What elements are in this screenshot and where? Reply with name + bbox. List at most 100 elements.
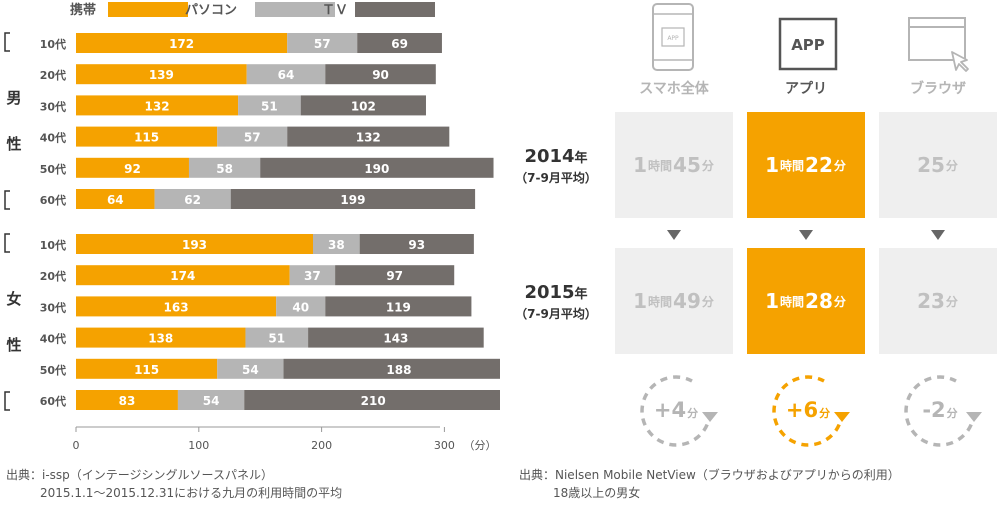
hour-unit: 時間 bbox=[648, 294, 673, 309]
column-header-smartphone: スマホ全体 bbox=[639, 81, 709, 97]
bar-value-label: 58 bbox=[216, 162, 233, 176]
bar-segment bbox=[359, 234, 474, 254]
delta-value: -2 bbox=[922, 398, 946, 422]
year-label-2014: 2014年 （7-9月平均） bbox=[500, 146, 612, 186]
hour-value: 1 bbox=[765, 153, 780, 177]
bar-value-label: 190 bbox=[364, 162, 389, 176]
minute-value: 23 bbox=[917, 289, 945, 313]
cell-2014-browser: 25 分 bbox=[879, 112, 997, 218]
minute-unit: 分 bbox=[833, 158, 846, 173]
year-unit: 年 bbox=[574, 151, 588, 166]
bar-value-label: 115 bbox=[134, 363, 159, 377]
hour-value: 1 bbox=[633, 153, 648, 177]
clockwise-arrow-icon bbox=[640, 375, 718, 447]
category-label: 30代 bbox=[40, 300, 66, 314]
minute-unit: 分 bbox=[701, 294, 714, 309]
x-tick-label: 300 bbox=[434, 439, 455, 452]
year-value: 2015 bbox=[524, 282, 575, 303]
bracket-icon bbox=[4, 391, 10, 411]
delta-browser: -2 分 bbox=[902, 372, 986, 456]
bar-segment bbox=[76, 189, 155, 209]
left-source-line2: 2015.1.1〜2015.12.31における九月の利用時間の平均 bbox=[40, 486, 343, 500]
clockwise-arrow-icon bbox=[904, 375, 982, 447]
bar-value-label: 102 bbox=[351, 99, 376, 113]
bar-value-label: 174 bbox=[170, 269, 195, 283]
stacked-bar-chart: 携帯 パソコン ＴＶ 10代 172 57 69 20代 139 64 90 30代 132 51 102 4… bbox=[4, 2, 500, 452]
cell-2015-browser: 23 分 bbox=[879, 248, 997, 354]
group-label: 女 bbox=[6, 290, 21, 308]
minute-value: 22 bbox=[805, 153, 833, 177]
bar-segment bbox=[217, 126, 288, 147]
bar-segment bbox=[76, 358, 218, 379]
legend-label: 携帯 bbox=[70, 2, 96, 18]
bar-value-label: 90 bbox=[372, 68, 389, 82]
down-arrow-icon bbox=[667, 230, 681, 240]
bar-segment bbox=[244, 390, 500, 410]
x-tick-label: 0 bbox=[73, 439, 80, 452]
bar-segment bbox=[76, 296, 277, 317]
year-unit: 年 bbox=[574, 287, 588, 302]
group-label: 男 bbox=[6, 89, 21, 107]
delta-value: +4 bbox=[653, 398, 687, 422]
bar-value-label: 143 bbox=[383, 332, 408, 346]
minute-unit: 分 bbox=[945, 294, 958, 309]
bar-segment bbox=[260, 157, 494, 178]
category-label: 20代 bbox=[40, 269, 66, 283]
x-unit-label: （分） bbox=[464, 439, 497, 452]
category-label: 20代 bbox=[40, 68, 66, 82]
delta-smartphone: +4 分 bbox=[638, 372, 722, 456]
bar-segment bbox=[287, 33, 358, 53]
hour-value: 1 bbox=[633, 289, 648, 313]
bar-segment bbox=[276, 296, 326, 317]
hour-unit: 時間 bbox=[780, 158, 805, 173]
bar-value-label: 54 bbox=[203, 394, 220, 408]
bar-value-label: 115 bbox=[134, 131, 159, 145]
bar-value-label: 57 bbox=[314, 37, 331, 51]
app-icon: APP bbox=[778, 17, 838, 71]
bar-value-label: 93 bbox=[408, 238, 425, 252]
browser-icon bbox=[908, 17, 969, 72]
hour-unit: 時間 bbox=[648, 158, 673, 173]
bracket-icon bbox=[4, 190, 10, 210]
delta-unit: 分 bbox=[687, 407, 699, 420]
hour-value: 1 bbox=[765, 289, 780, 313]
legend-label: ＴＶ bbox=[322, 3, 348, 18]
bar-segment bbox=[177, 390, 245, 410]
bar-value-label: 188 bbox=[386, 363, 411, 377]
delta-unit: 分 bbox=[819, 407, 831, 420]
bar-value-label: 172 bbox=[169, 37, 194, 51]
legend-swatch bbox=[255, 2, 335, 17]
bar-segment bbox=[289, 265, 336, 286]
minute-value: 45 bbox=[673, 153, 701, 177]
bar-segment bbox=[325, 64, 436, 85]
bar-segment bbox=[76, 265, 290, 286]
minute-value: 25 bbox=[917, 153, 945, 177]
category-label: 10代 bbox=[40, 37, 66, 51]
bar-value-label: 40 bbox=[292, 300, 309, 314]
bar-value-label: 210 bbox=[361, 394, 386, 408]
year-value: 2014 bbox=[524, 146, 575, 167]
bar-value-label: 119 bbox=[386, 300, 411, 314]
bar-segment bbox=[230, 189, 476, 209]
bar-segment bbox=[217, 358, 284, 379]
bar-segment bbox=[76, 234, 314, 254]
legend-swatch bbox=[108, 2, 188, 17]
category-label: 40代 bbox=[40, 131, 66, 145]
bar-value-label: 139 bbox=[149, 68, 174, 82]
bar-segment bbox=[300, 95, 426, 116]
category-label: 50代 bbox=[40, 162, 66, 176]
legend-swatch bbox=[355, 2, 435, 17]
bar-value-label: 193 bbox=[182, 238, 207, 252]
minute-unit: 分 bbox=[833, 294, 846, 309]
bar-segment bbox=[325, 296, 472, 317]
bar-segment bbox=[76, 126, 218, 147]
cell-2015-app: 1 時間 28 分 bbox=[747, 248, 865, 354]
group-label: 性 bbox=[6, 336, 21, 354]
bar-value-label: 57 bbox=[244, 131, 261, 145]
bar-value-label: 64 bbox=[278, 68, 295, 82]
bar-value-label: 132 bbox=[145, 99, 170, 113]
bar-segment bbox=[357, 33, 442, 53]
minute-value: 49 bbox=[673, 289, 701, 313]
cell-2014-smartphone: 1 時間 45 分 bbox=[615, 112, 733, 218]
